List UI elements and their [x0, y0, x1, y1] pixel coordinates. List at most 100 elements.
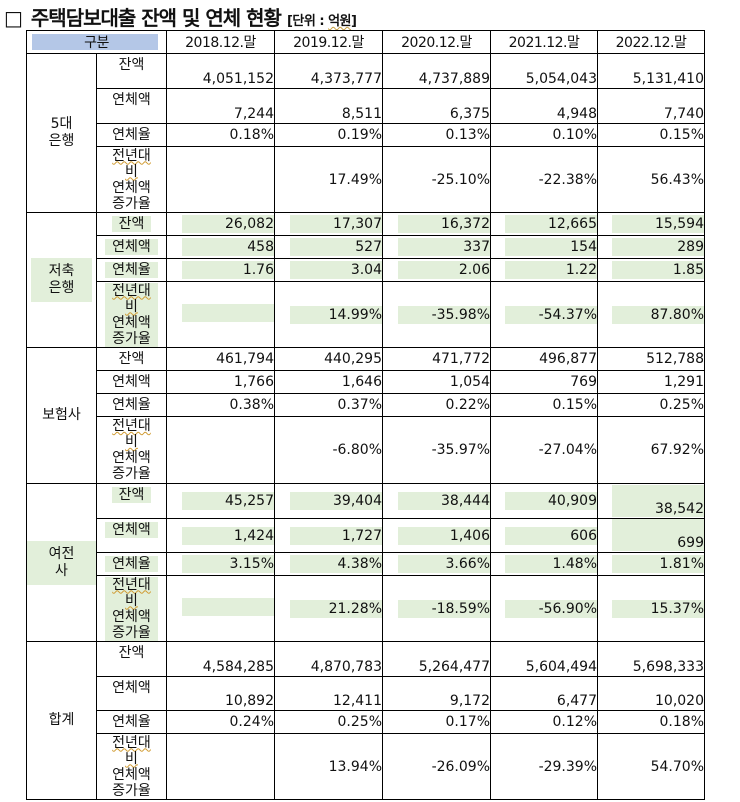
table-row: 전년대 비 연체액 증가율 13.94% -26.09% -29.39% 54.70%	[27, 733, 705, 800]
value-cell: 10,892	[166, 676, 275, 711]
table-row: 합계 잔액 4,584,285 4,870,783 5,264,477 5,604,494…	[26, 641, 705, 800]
group-name: 여전사	[27, 540, 96, 585]
group-label: 합계	[26, 641, 97, 800]
value-cell: 2.06	[382, 258, 491, 282]
table-row: 전년대 비 연체액 증가율 17.49% -25.10% -22.38% 56.43%	[27, 146, 705, 213]
value-cell: 21.28%	[274, 575, 383, 642]
row-label-overdue-rate: 연체율	[96, 258, 167, 282]
value-cell: 39,404	[274, 483, 383, 519]
value-cell	[166, 281, 275, 348]
value-cell: 461,794	[166, 347, 275, 371]
value-cell: -22.38%	[490, 146, 598, 213]
value-cell: 337	[382, 235, 491, 259]
table-row: 여전사 잔액 45,257 39,404 38,444 40,909 38,542	[26, 483, 705, 642]
value-cell: 17.49%	[274, 146, 383, 213]
value-cell: 5,264,477	[382, 641, 491, 677]
group-label: 여전사	[26, 483, 97, 642]
value-cell: 1,766	[166, 370, 275, 394]
value-cell: 458	[166, 235, 275, 259]
value-cell: 0.37%	[274, 393, 383, 417]
value-cell: 10,020	[597, 676, 705, 711]
value-cell: 1,646	[274, 370, 383, 394]
value-cell: 0.22%	[382, 393, 491, 417]
table-row: 연체액 458 527 337 154 289	[27, 235, 705, 259]
value-cell: 0.38%	[166, 393, 275, 417]
table-row: 저축 은행 잔액 26,082 17,307 16,372 12,665 15,594	[26, 212, 705, 348]
value-cell: 12,665	[490, 212, 598, 236]
group-label: 5대 은행	[26, 53, 97, 213]
row-label-overdue-rate: 연체율	[96, 552, 167, 576]
value-cell	[166, 733, 275, 800]
value-cell: 1.81%	[597, 552, 705, 576]
value-cell: 0.19%	[274, 123, 383, 147]
row-label-yoy: 전년대 비 연체액 증가율	[96, 281, 167, 348]
value-cell: 38,444	[382, 483, 491, 519]
row-label-overdue-amount: 연체액	[96, 88, 167, 124]
group-label: 저축 은행	[26, 212, 97, 348]
table-row: 5대 은행 잔액 4,051,152 4,373,777 4,737,889 5,054,0…	[26, 53, 705, 213]
value-cell: 769	[490, 370, 598, 394]
row-label-overdue-amount: 연체액	[96, 676, 167, 711]
row-label-yoy: 전년대 비 연체액 증가율	[96, 575, 167, 642]
value-cell: 4,737,889	[382, 53, 491, 89]
value-cell: -35.97%	[382, 416, 491, 484]
value-cell: 56.43%	[597, 146, 705, 213]
value-cell: 6,477	[490, 676, 598, 711]
value-cell: 7,740	[597, 88, 705, 124]
value-cell: 54.70%	[597, 733, 705, 800]
row-label-yoy: 전년대 비 연체액 증가율	[96, 733, 167, 800]
group-name: 보험사	[42, 407, 81, 423]
value-cell: 5,054,043	[490, 53, 598, 89]
value-cell: -18.59%	[382, 575, 491, 642]
value-cell: 8,511	[274, 88, 383, 124]
value-cell: 12,411	[274, 676, 383, 711]
value-cell: 15,594	[597, 212, 705, 236]
header-year: 2018.12.말	[166, 30, 275, 54]
value-cell: 1,424	[166, 518, 275, 553]
value-cell: 1.85	[597, 258, 705, 282]
value-cell: -29.39%	[490, 733, 598, 800]
value-cell: 289	[597, 235, 705, 259]
title-text: 주택담보대출 잔액 및 연체 현황	[30, 6, 282, 30]
value-cell: 0.18%	[597, 710, 705, 734]
table-row: 보험사 잔액 461,794 440,295 471,772 496,877 512,788	[26, 347, 705, 484]
value-cell: 15.37%	[597, 575, 705, 642]
row-label-balance: 잔액	[96, 53, 167, 89]
header-year: 2020.12.말	[382, 30, 491, 54]
value-cell: -26.09%	[382, 733, 491, 800]
value-cell: 5,698,333	[597, 641, 705, 677]
group-name: 저축 은행	[30, 258, 93, 302]
table-row: 연체액 1,424 1,727 1,406 606 699	[27, 518, 705, 553]
header-gubun: 구분	[26, 30, 167, 54]
row-label-overdue-amount: 연체액	[96, 370, 167, 394]
value-cell: 45,257	[166, 483, 275, 519]
value-cell: 4,584,285	[166, 641, 275, 677]
checkbox-square-icon: □	[4, 6, 23, 30]
value-cell	[166, 416, 275, 484]
value-cell: 440,295	[274, 347, 383, 371]
value-cell: 0.24%	[166, 710, 275, 734]
value-cell	[166, 575, 275, 642]
value-cell: 606	[490, 518, 598, 553]
table-row: 연체율 0.24% 0.25% 0.17% 0.12% 0.18%	[27, 710, 705, 734]
value-cell: 14.99%	[274, 281, 383, 348]
value-cell: -54.37%	[490, 281, 598, 348]
value-cell: 512,788	[597, 347, 705, 371]
value-cell: 1.76	[166, 258, 275, 282]
value-cell: 4,948	[490, 88, 598, 124]
row-label-balance: 잔액	[96, 212, 167, 236]
table-row: 전년대 비 연체액 증가율 21.28% -18.59% -56.90% 15.37%	[27, 575, 705, 642]
value-cell: 0.15%	[597, 123, 705, 147]
value-cell: 7,244	[166, 88, 275, 124]
value-cell: 154	[490, 235, 598, 259]
value-cell	[166, 146, 275, 213]
table-row: 연체액 1,766 1,646 1,054 769 1,291	[27, 370, 705, 394]
value-cell: 17,307	[274, 212, 383, 236]
row-label-overdue-amount: 연체액	[96, 235, 167, 259]
group-name: 5대 은행	[48, 116, 75, 149]
row-label-balance: 잔액	[96, 483, 167, 519]
value-cell: 4,051,152	[166, 53, 275, 89]
value-cell: 6,375	[382, 88, 491, 124]
unit-note: [단위 : 억원]	[286, 14, 357, 29]
value-cell: 16,372	[382, 212, 491, 236]
